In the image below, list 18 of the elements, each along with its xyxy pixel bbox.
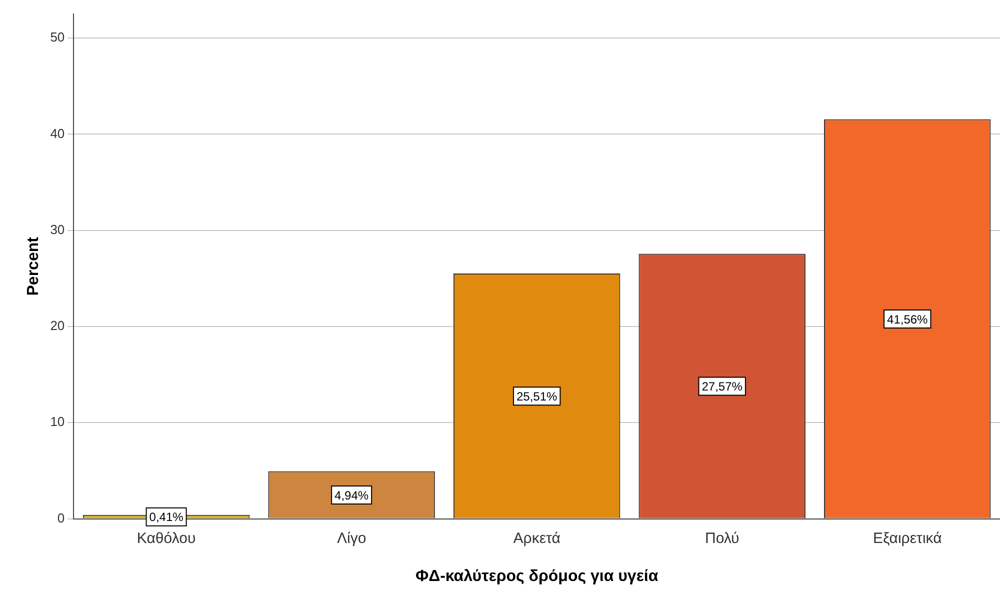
x-tick-label: Λίγο (336, 530, 366, 547)
x-tick-label: Αρκετά (513, 530, 561, 547)
x-tick-label: Πολύ (704, 530, 740, 547)
x-tick-label: Εξαιρετικά (872, 530, 942, 547)
y-tick-label: 30 (50, 222, 65, 237)
data-label: 0,41% (149, 510, 184, 524)
data-label: 41,56% (887, 312, 928, 326)
y-axis-title: Percent (25, 236, 42, 296)
y-tick-label: 20 (50, 318, 65, 334)
data-label: 27,57% (702, 380, 743, 394)
data-label: 4,94% (334, 488, 369, 502)
data-label: 25,51% (516, 389, 558, 404)
y-tick-label: 40 (50, 126, 65, 141)
y-tick-label: 10 (50, 414, 65, 430)
x-axis-title: ΦΔ-καλύτερος δρόμος για υγεία (415, 568, 658, 585)
y-tick-label: 50 (50, 30, 65, 45)
x-tick-label: Καθόλου (136, 530, 196, 547)
y-tick-label: 0 (57, 510, 65, 526)
